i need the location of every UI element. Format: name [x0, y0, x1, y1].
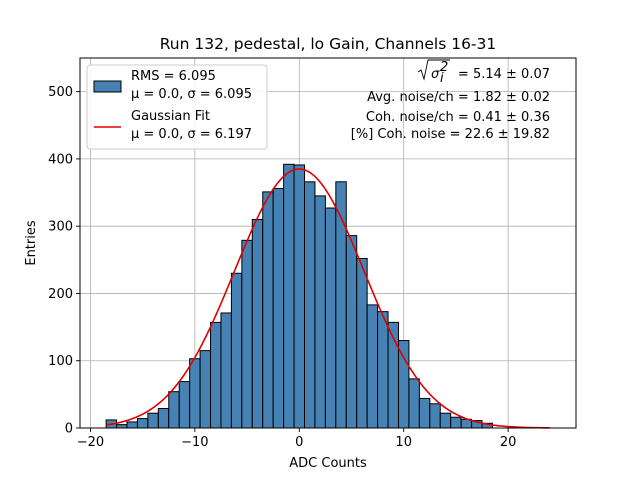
histogram-bar	[230, 272, 243, 429]
histogram-bar	[314, 195, 326, 429]
x-tick-label: 20	[500, 435, 517, 450]
y-tick-label: 300	[48, 220, 73, 235]
x-tick-label: −10	[181, 435, 208, 450]
histogram-bar	[199, 350, 212, 429]
histogram-bar	[283, 163, 295, 429]
histogram-bar	[168, 391, 180, 429]
legend-histogram-stats: μ = 0.0, σ = 6.095	[131, 87, 252, 102]
histogram-bar	[147, 412, 159, 429]
gaussian-fit-line	[105, 168, 550, 429]
avg-noise-text: Avg. noise/ch = 1.82 ± 0.02	[367, 90, 550, 105]
histogram-bar	[439, 412, 452, 429]
x-tick-label: 0	[295, 435, 303, 450]
svg-text:2: 2	[440, 60, 448, 75]
y-tick-label: 400	[48, 152, 73, 167]
legend-fit-stats: μ = 0.0, σ = 6.197	[131, 127, 252, 142]
svg-text:i: i	[440, 71, 444, 86]
y-axis-ticks: 0 100 200 300 400 500	[48, 85, 80, 437]
histogram-bar	[356, 257, 368, 429]
histogram-bar	[220, 312, 232, 429]
legend: RMS = 6.095 μ = 0.0, σ = 6.095 Gaussian …	[86, 64, 268, 150]
sigma-value-text: = 5.14 ± 0.07	[458, 67, 550, 82]
y-tick-label: 500	[48, 85, 73, 100]
histogram-bar	[126, 421, 138, 429]
plot-frame	[79, 57, 577, 429]
histogram-bar	[251, 218, 264, 429]
legend-fit-label: Gaussian Fit	[131, 109, 210, 124]
histogram-bar	[366, 304, 379, 429]
histogram-bar	[324, 207, 337, 429]
y-tick-label: 0	[65, 422, 73, 437]
histogram-bar	[345, 235, 358, 429]
x-axis-ticks: −20 −10 0 10 20	[77, 428, 517, 450]
svg-text:σ: σ	[431, 67, 440, 82]
stats-annotations: σ 2 i = 5.14 ± 0.07 Avg. noise/ch = 1.82…	[351, 59, 550, 142]
histogram-bar	[377, 311, 389, 429]
histogram-bar	[429, 403, 441, 429]
histogram-bar	[450, 416, 462, 429]
histogram-bar	[157, 407, 170, 429]
legend-box	[86, 64, 268, 150]
histogram-bar	[408, 378, 420, 429]
histogram-bar	[272, 188, 285, 429]
gaussian-fit	[105, 168, 550, 429]
histogram-bar	[397, 340, 410, 429]
legend-histogram-swatch	[93, 80, 122, 93]
x-tick-label: 10	[395, 435, 412, 450]
histogram-bar	[241, 239, 253, 429]
y-tick-label: 200	[48, 287, 73, 302]
legend-histogram-label: RMS = 6.095	[131, 69, 216, 84]
histogram-bar	[418, 397, 431, 429]
pct-coh-noise-text: [%] Coh. noise = 22.6 ± 19.82	[351, 127, 550, 142]
x-tick-label: −20	[77, 435, 104, 450]
histogram-bar	[189, 358, 201, 429]
histogram-bar	[136, 418, 149, 429]
histogram-bar	[178, 381, 191, 429]
chart-title: Run 132, pedestal, lo Gain, Channels 16-…	[160, 35, 497, 53]
histogram-bar	[262, 191, 274, 429]
histogram-bar	[304, 181, 316, 429]
y-tick-label: 100	[48, 354, 73, 369]
y-axis-label: Entries	[24, 220, 39, 266]
x-axis-label: ADC Counts	[289, 456, 367, 471]
histogram-bar	[210, 321, 222, 429]
coh-noise-text: Coh. noise/ch = 0.41 ± 0.36	[366, 110, 550, 125]
histogram-bar	[293, 164, 306, 429]
histogram-bar	[116, 424, 128, 429]
sqrt-sigma-symbol: σ 2 i	[417, 59, 450, 86]
